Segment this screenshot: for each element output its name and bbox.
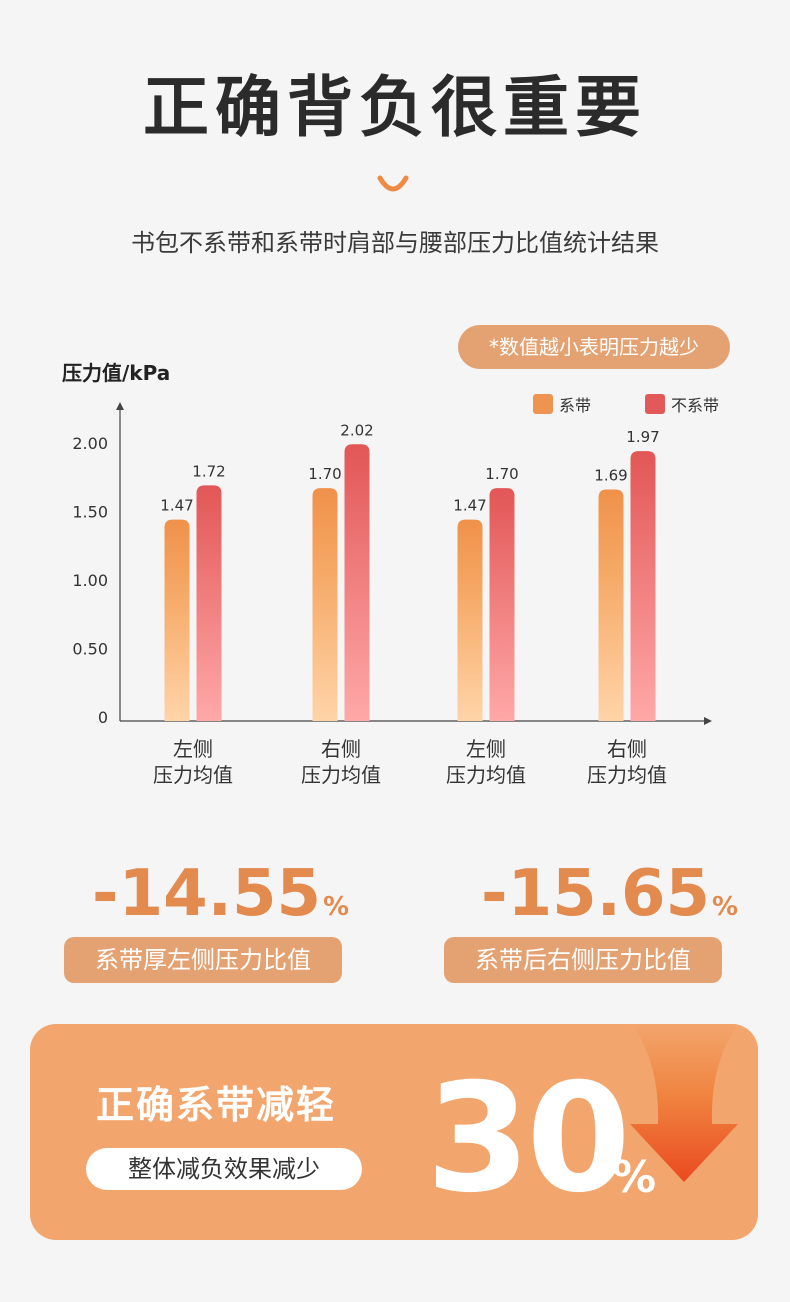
summary-value: 30 [426, 1052, 631, 1226]
data-label-series-2-group-2: 2.02 [340, 421, 373, 439]
bar-series-1-group-2 [312, 488, 338, 721]
stat-left-number: -14.55 [92, 857, 321, 931]
y-axis-arrow [116, 402, 124, 410]
bar-series-2-group-2 [344, 444, 370, 721]
summary-unit: % [612, 1152, 657, 1203]
summary-title: 正确系带减轻 [96, 1083, 337, 1127]
x-axis-arrow [704, 717, 712, 725]
page-subtitle: 书包不系带和系带时肩部与腰部压力比值统计结果 [131, 229, 659, 257]
stat-right-label: 系带后右侧压力比值 [444, 937, 722, 983]
data-label-series-1-group-4: 1.69 [594, 466, 627, 484]
summary-pill: 整体减负效果减少 [86, 1148, 362, 1190]
data-label-series-2-group-4: 1.97 [626, 428, 659, 446]
legend-item-series-2: 不系带 [645, 392, 719, 416]
y-tick-label: 1.50 [72, 503, 108, 522]
x-tick-label-1-line-2: 压力均值 [153, 763, 233, 787]
smile-icon [377, 175, 409, 192]
x-tick-label-4-line-1: 右侧 [607, 737, 647, 761]
x-tick-label-1-line-1: 左侧 [173, 737, 213, 761]
bar-series-2-group-3 [489, 488, 515, 721]
y-tick-label: 1.00 [72, 571, 108, 590]
stat-left-unit: % [323, 892, 350, 922]
data-label-series-2-group-3: 1.70 [485, 465, 518, 483]
stat-right-value: -15.65% [481, 856, 738, 945]
legend-swatch-series-2 [645, 394, 665, 414]
y-tick-label: 2.00 [72, 434, 108, 453]
chart-ylabel: 压力值/kPa [62, 361, 171, 385]
bar-series-1-group-3 [457, 519, 483, 721]
x-tick-label-3-line-2: 压力均值 [446, 763, 526, 787]
stat-right-number: -15.65 [481, 857, 710, 931]
legend-label-series-2: 不系带 [671, 396, 720, 415]
x-tick-label-2-line-1: 右侧 [321, 737, 361, 761]
legend-swatch-series-1 [533, 394, 553, 414]
summary-card: 正确系带减轻 整体减负效果减少 30 % [30, 1024, 758, 1240]
bar-series-2-group-1 [196, 485, 222, 721]
page-title: 正确背负很重要 [143, 69, 647, 146]
stat-left-value: -14.55% [92, 856, 349, 945]
x-tick-label-3-line-1: 左侧 [466, 737, 506, 761]
stat-left-label: 系带厚左侧压力比值 [64, 937, 342, 983]
bar-chart: 0 0.50 1.00 1.50 2.00 1.47 1.72 1.70 2.02 1.47 1.… [72, 402, 712, 787]
data-label-series-1-group-3: 1.47 [453, 497, 486, 515]
x-tick-label-4-line-2: 压力均值 [587, 763, 667, 787]
data-label-series-1-group-2: 1.70 [308, 465, 341, 483]
x-tick-label-2-line-2: 压力均值 [301, 763, 381, 787]
bar-series-1-group-4 [598, 489, 624, 721]
data-label-series-1-group-1: 1.47 [160, 497, 193, 515]
bar-series-2-group-4 [630, 451, 656, 721]
y-tick-label: 0.50 [72, 640, 108, 659]
note-badge: *数值越小表明压力越少 [458, 325, 730, 369]
y-tick-label: 0 [98, 708, 108, 727]
stat-right-unit: % [712, 892, 739, 922]
data-label-series-2-group-1: 1.72 [192, 462, 225, 480]
legend-label-series-1: 系带 [559, 396, 592, 415]
legend-item-series-1: 系带 [533, 392, 591, 416]
bar-series-1-group-1 [164, 519, 190, 721]
down-arrow-icon [630, 1024, 738, 1182]
